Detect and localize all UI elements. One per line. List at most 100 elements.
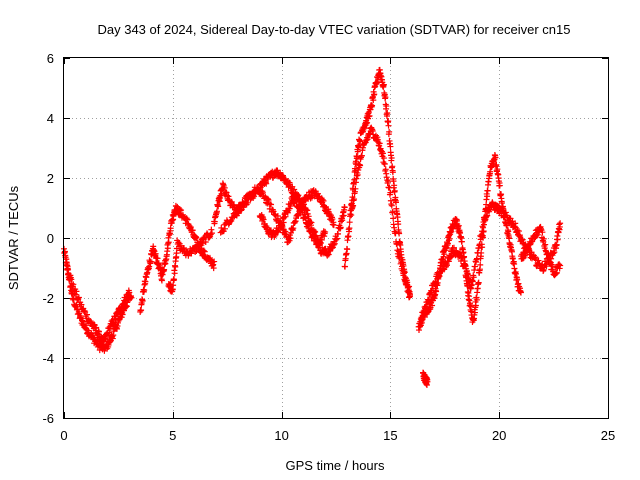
- data-point: [128, 294, 135, 301]
- data-point: [230, 214, 237, 221]
- data-point: [206, 234, 213, 241]
- data-point: [180, 244, 187, 251]
- data-point: [388, 154, 395, 161]
- data-point: [192, 248, 199, 255]
- data-point: [389, 208, 396, 215]
- data-point: [469, 278, 476, 285]
- data-point: [348, 212, 355, 219]
- y-tick-label: 2: [47, 171, 54, 186]
- data-point: [268, 201, 275, 208]
- data-point: [512, 270, 519, 277]
- data-point: [444, 240, 451, 247]
- data-point: [341, 204, 348, 211]
- data-point: [366, 112, 373, 119]
- data-point: [397, 254, 404, 261]
- data-point: [492, 154, 499, 161]
- data-point: [63, 256, 70, 263]
- data-point: [81, 307, 88, 314]
- data-point: [553, 241, 560, 248]
- data-point: [391, 187, 398, 194]
- data-point: [473, 255, 480, 262]
- data-point: [448, 253, 455, 260]
- data-point: [432, 279, 439, 286]
- data-point: [337, 224, 344, 231]
- data-point: [392, 199, 399, 206]
- data-point: [515, 280, 522, 287]
- y-tick-label: -2: [42, 291, 54, 306]
- data-point: [539, 229, 546, 236]
- data-point: [202, 239, 209, 246]
- data-point: [317, 239, 324, 246]
- data-point: [154, 255, 161, 262]
- data-point: [357, 138, 364, 145]
- data-point: [70, 281, 77, 288]
- data-point: [545, 250, 552, 257]
- data-point: [240, 200, 247, 207]
- data-point: [265, 197, 272, 204]
- data-point: [380, 155, 387, 162]
- data-point: [487, 168, 494, 175]
- data-point: [147, 258, 154, 265]
- data-point: [557, 220, 564, 227]
- data-point: [382, 94, 389, 101]
- series-track-d: [165, 226, 215, 295]
- data-point: [282, 213, 289, 220]
- data-point: [326, 211, 333, 218]
- x-axis-label: GPS time / hours: [286, 458, 385, 473]
- data-point: [352, 185, 359, 192]
- data-point: [238, 206, 245, 213]
- data-point: [110, 319, 117, 326]
- data-point: [381, 160, 388, 167]
- data-point: [483, 213, 490, 220]
- data-point: [295, 212, 302, 219]
- x-tick-label: 5: [169, 428, 176, 443]
- data-point: [528, 249, 535, 256]
- data-point: [455, 222, 462, 229]
- data-point: [542, 241, 549, 248]
- data-point: [74, 305, 81, 312]
- data-points: [61, 66, 564, 388]
- data-point: [433, 288, 440, 295]
- data-point: [369, 102, 376, 109]
- data-point: [141, 287, 148, 294]
- data-point: [93, 324, 100, 331]
- data-point: [215, 203, 222, 210]
- data-point: [264, 195, 271, 202]
- series-track-m: [517, 223, 564, 279]
- data-point: [228, 217, 235, 224]
- y-tick-label: 0: [47, 231, 54, 246]
- data-point: [450, 244, 457, 251]
- data-point: [503, 222, 510, 229]
- x-tick-label: 20: [492, 428, 506, 443]
- data-point: [480, 224, 487, 231]
- data-point: [398, 259, 405, 266]
- data-point: [172, 263, 179, 270]
- data-point: [554, 236, 561, 243]
- y-tick-label: -4: [42, 351, 54, 366]
- data-point: [340, 212, 347, 219]
- data-point: [322, 228, 329, 235]
- data-point: [146, 263, 153, 270]
- data-point: [325, 251, 332, 258]
- data-point: [376, 140, 383, 147]
- data-point: [459, 254, 466, 261]
- data-point: [400, 270, 407, 277]
- data-point: [350, 202, 357, 209]
- data-point: [308, 194, 315, 201]
- data-point: [255, 186, 262, 193]
- data-point: [514, 276, 521, 283]
- series-track-b: [63, 256, 133, 345]
- data-point: [471, 309, 478, 316]
- data-point: [139, 297, 146, 304]
- data-point: [169, 217, 176, 224]
- data-point: [218, 224, 225, 231]
- data-point: [432, 291, 439, 298]
- series-track-c: [137, 202, 218, 315]
- data-point: [424, 378, 431, 385]
- data-point: [307, 195, 314, 202]
- data-point: [126, 289, 133, 296]
- data-point: [354, 153, 361, 160]
- data-point: [387, 143, 394, 150]
- data-point: [540, 235, 547, 242]
- data-point: [291, 186, 298, 193]
